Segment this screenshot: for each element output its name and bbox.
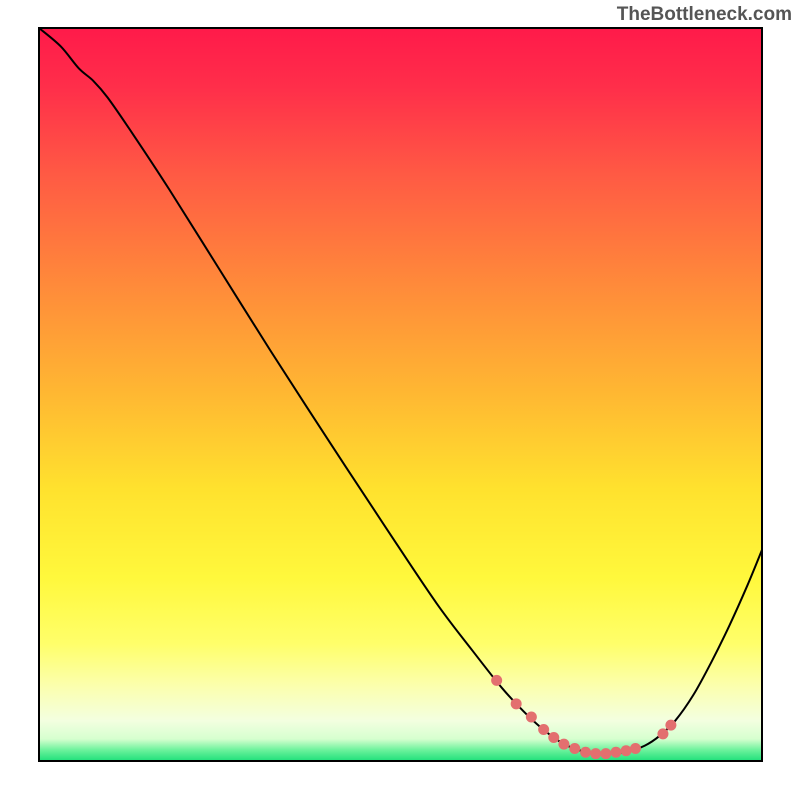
valley-marker (600, 748, 611, 759)
valley-marker (511, 698, 522, 709)
valley-marker (548, 732, 559, 743)
valley-marker (569, 743, 580, 754)
valley-marker (538, 724, 549, 735)
valley-marker (526, 712, 537, 723)
plot-background (39, 28, 762, 761)
valley-marker (610, 747, 621, 758)
watermark-text: TheBottleneck.com (617, 4, 792, 26)
chart-svg (0, 0, 800, 800)
valley-marker (665, 720, 676, 731)
valley-marker (558, 739, 569, 750)
valley-marker (491, 675, 502, 686)
valley-marker (590, 748, 601, 759)
valley-marker (580, 747, 591, 758)
valley-marker (621, 745, 632, 756)
valley-marker (630, 743, 641, 754)
chart-container: TheBottleneck.com (0, 0, 800, 800)
valley-marker (657, 728, 668, 739)
